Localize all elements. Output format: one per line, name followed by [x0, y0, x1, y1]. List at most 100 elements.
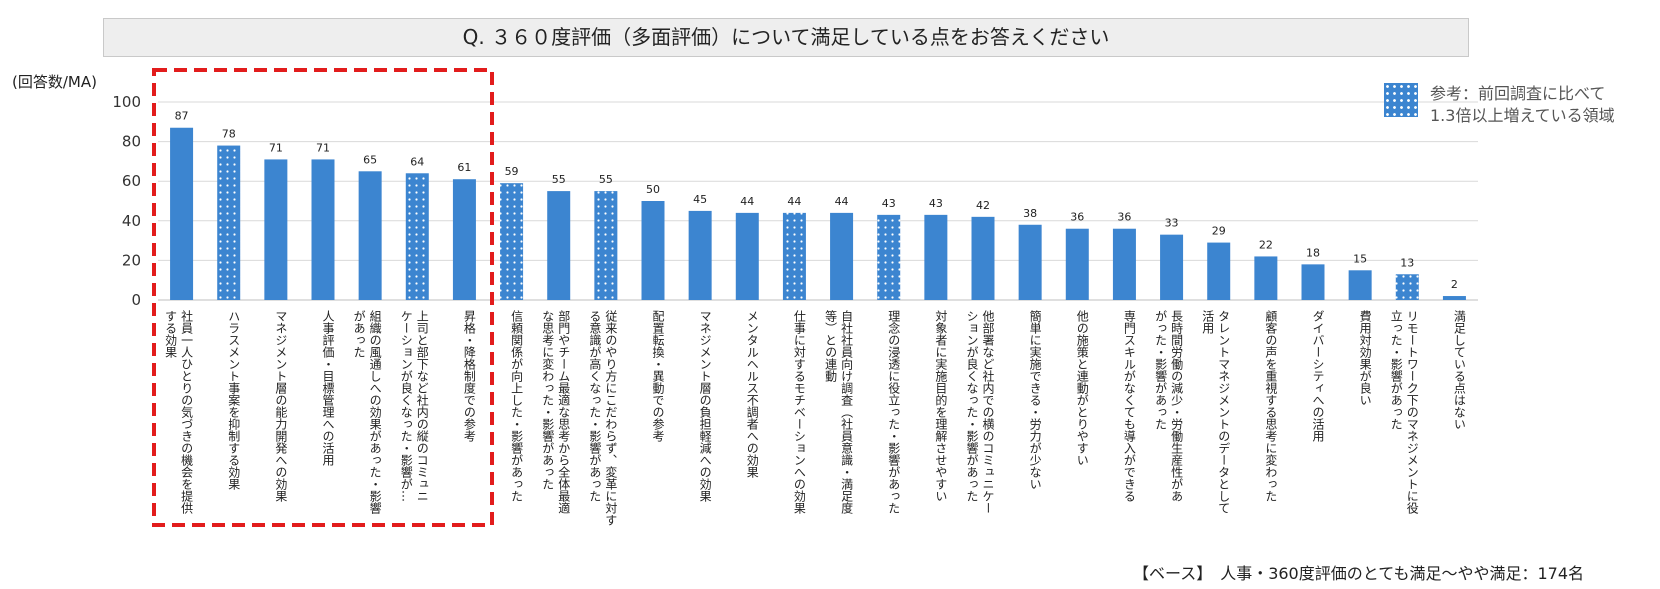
bar: [735, 212, 759, 300]
bar: [641, 201, 665, 300]
bar: [452, 179, 476, 300]
bar: [264, 159, 288, 300]
category-label: 顧客の声を重視する思考に変わった: [1264, 309, 1278, 502]
category-label: 組織の風通しへの効果があった・影響: [368, 310, 382, 514]
category-label: 対象者に実施目的を理解させやすい: [934, 310, 948, 502]
chart-title: Q. ３６０度評価（多面評価）について満足している点をお答えください: [103, 18, 1469, 57]
data-label: 71: [316, 141, 330, 154]
category-label: マネジメント層の能力開発への効果: [274, 310, 288, 502]
bar: [358, 171, 382, 300]
data-label: 65: [363, 153, 377, 166]
bar: [1395, 274, 1419, 300]
data-label: 44: [835, 195, 849, 208]
data-label: 61: [457, 161, 471, 174]
bar: [1160, 234, 1184, 300]
category-label: ケーションが良くなった・影響が…: [399, 310, 413, 502]
category-label: 他部署など社内での横のコミュニケー: [981, 310, 995, 514]
y-tick-label: 0: [131, 291, 141, 309]
legend-text-line2: 1.3倍以上増えている領域: [1430, 106, 1615, 125]
data-label: 18: [1306, 246, 1320, 259]
data-label: 64: [410, 155, 424, 168]
legend-swatch-dotted: [1384, 83, 1418, 117]
y-tick-label: 60: [122, 172, 141, 190]
category-label: 長時間労働の減少・労働生産性があ: [1170, 310, 1184, 502]
data-label: 22: [1259, 238, 1273, 251]
bar: [500, 183, 524, 300]
data-label: 43: [882, 197, 896, 210]
category-label: 従来のやり方にこだわらず、変革に対す: [604, 310, 618, 526]
base-note: 【ベース】 人事・360度評価のとても満足〜やや満足：174名: [1133, 564, 1584, 583]
category-label: 他の施策と連動がとりやすい: [1075, 310, 1089, 466]
bar: [405, 173, 429, 300]
bar: [594, 191, 618, 300]
bar: [217, 145, 241, 300]
category-label: な思考に変わった・影響があった: [541, 310, 555, 490]
data-label: 29: [1212, 225, 1226, 238]
bar: [688, 210, 712, 300]
category-label: 自社社員向け調査（社員意識・満足度: [840, 310, 854, 514]
category-label: があった: [352, 310, 366, 358]
bar: [311, 159, 335, 300]
data-label: 13: [1400, 256, 1414, 269]
data-label: 87: [175, 110, 189, 123]
data-label: 15: [1353, 252, 1367, 265]
category-label: 等）との連動: [824, 310, 838, 382]
bar: [1112, 228, 1136, 300]
data-label: 43: [929, 197, 943, 210]
category-label: マネジメント層の負担軽減への効果: [698, 310, 712, 502]
data-label: 71: [269, 141, 283, 154]
legend-text-line1: 参考：前回調査に比べて: [1430, 84, 1606, 103]
category-label: 人事評価・目標管理への活用: [321, 310, 335, 467]
bar: [924, 214, 948, 300]
category-label: メンタルヘルス不調者への効果: [745, 310, 759, 478]
bar: [971, 216, 995, 300]
bar: [830, 212, 854, 300]
data-label: 78: [222, 128, 236, 141]
y-tick-label: 40: [122, 212, 141, 230]
y-tick-label: 80: [122, 133, 141, 151]
category-label: 理念の浸透に役立った・影響があった: [887, 310, 901, 514]
bar: [1442, 296, 1466, 300]
bar: [1018, 224, 1042, 300]
category-label: がった・影響があった: [1154, 310, 1168, 430]
y-tick-label: 100: [112, 93, 141, 111]
category-label: 仕事に対するモチベーションへの効果: [792, 310, 806, 514]
category-label: 社員一人ひとりの気づきの機会を提供: [180, 309, 194, 514]
category-label: 部門やチーム最適な思考から全体最適: [557, 309, 571, 514]
category-label: 上司と部下など社内の縦のコミュニ: [415, 310, 429, 502]
data-label: 42: [976, 199, 990, 212]
data-label: 2: [1451, 278, 1458, 291]
category-label: 立った・影響があった: [1389, 309, 1403, 430]
data-label: 59: [505, 165, 519, 178]
highlight-box: [152, 68, 494, 527]
data-label: 33: [1165, 217, 1179, 230]
bar: [1207, 242, 1231, 300]
bar: [1348, 270, 1372, 300]
bar: [1301, 264, 1325, 300]
data-label: 45: [693, 193, 707, 206]
y-axis-unit-label: (回答数/MA): [12, 73, 97, 91]
data-label: 55: [552, 173, 566, 186]
category-label: 昇格・降格制度での参考: [462, 310, 476, 442]
category-label: 信頼関係が向上した・影響があった: [510, 310, 524, 502]
bar: [1254, 256, 1278, 300]
data-label: 55: [599, 173, 613, 186]
category-label: ハラスメント事案を抑制する効果: [227, 310, 241, 490]
category-label: ダイバーシティへの活用: [1311, 310, 1325, 443]
category-label: タレントマネジメントのデータとして: [1217, 310, 1231, 514]
bar: [170, 127, 194, 301]
category-label: 費用対効果が良い: [1358, 309, 1372, 406]
category-label: る意識が高くなった・影響があった: [588, 310, 602, 502]
data-label: 44: [787, 195, 801, 208]
category-label: ションが良くなった・影響があった: [965, 310, 979, 502]
data-label: 38: [1023, 207, 1037, 220]
data-label: 44: [740, 195, 754, 208]
category-label: 配置転換・異動での参考: [651, 310, 665, 442]
category-label: リモートワーク下のマネジメントに役: [1405, 310, 1419, 515]
data-label: 36: [1070, 211, 1084, 224]
category-label: 活用: [1201, 310, 1215, 335]
data-label: 50: [646, 183, 660, 196]
y-tick-label: 20: [122, 251, 141, 269]
category-label: 専門スキルがなくても導入ができる: [1122, 310, 1136, 502]
